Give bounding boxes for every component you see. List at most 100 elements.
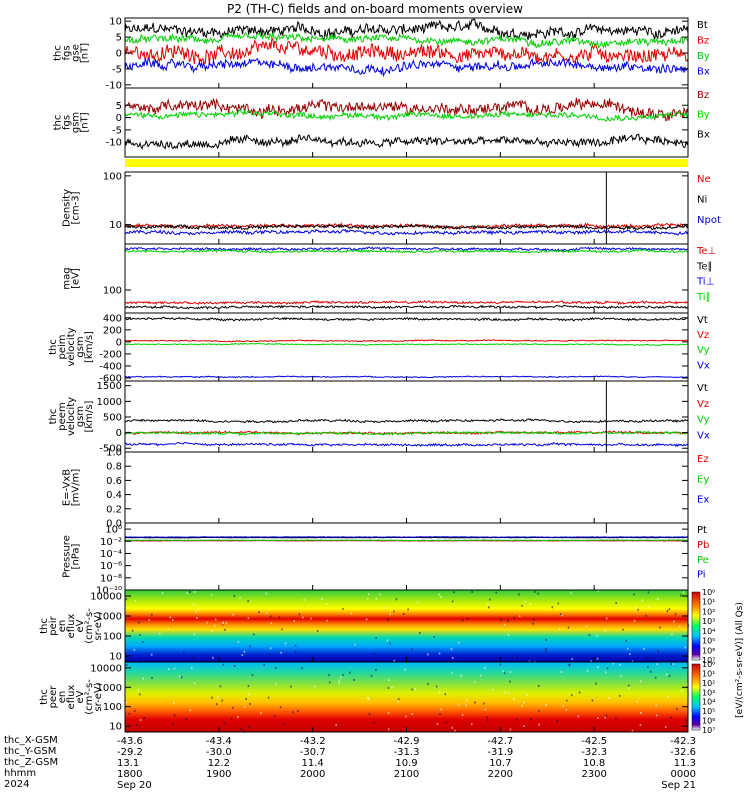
spectrogram-noise <box>219 685 222 688</box>
spectrogram-noise <box>635 606 637 609</box>
trace-peim-velocity-Vz <box>124 339 689 343</box>
y-tick-label: 5 <box>116 33 122 44</box>
spectrogram-noise <box>387 618 389 621</box>
trace-fgs-gsm-Bz <box>124 97 689 122</box>
spectrogram-noise <box>588 633 591 636</box>
y-axis-label: velocity <box>66 327 77 366</box>
y-axis-label: gse <box>71 44 82 62</box>
footer-value: 10.8 <box>583 758 605 769</box>
spectrogram-noise <box>479 674 482 677</box>
spectrogram-noise <box>633 619 636 622</box>
spectrogram-noise <box>137 689 139 692</box>
spectrogram-noise <box>560 670 563 673</box>
spectrogram-noise <box>192 603 195 606</box>
spectrogram-peir-spectrogram <box>125 590 688 662</box>
footer-value: 2100 <box>394 769 419 780</box>
spectrogram-noise <box>619 663 621 666</box>
spectrogram-noise <box>191 666 193 669</box>
spectrogram-noise <box>627 684 630 687</box>
y-tick-label: 1500 <box>97 381 122 392</box>
colorbar-tick-label: 10⁴ <box>702 698 715 707</box>
y-axis-label: [nT] <box>80 43 91 63</box>
spectrogram-noise <box>560 614 563 617</box>
spectrogram-noise <box>483 702 485 705</box>
y-axis-label: E=-VxB <box>62 469 73 506</box>
spectrogram-noise <box>474 701 476 704</box>
y-axis-label: [cm-3] <box>71 191 82 224</box>
spectrogram-noise <box>465 704 468 707</box>
spectrogram-noise <box>524 600 527 603</box>
spectrogram-noise <box>340 676 342 679</box>
trace-fgs-gsm-Bx <box>124 133 689 150</box>
colorbar-tick-label: 10⁵ <box>702 637 715 646</box>
footer-value: -42.3 <box>670 736 696 747</box>
spectrogram-noise <box>654 676 657 679</box>
footer-value: 11.4 <box>302 758 324 769</box>
y-axis-label: peim <box>57 334 68 359</box>
y-axis-label: [nT] <box>80 112 91 132</box>
spectrogram-noise <box>640 711 642 714</box>
spectrogram-noise <box>240 728 242 731</box>
spectrogram-noise <box>316 630 319 633</box>
spectrogram-noise <box>676 707 678 710</box>
panel-peer-spectrogram: 10000 1000 100 10 thcpeerenefluxeV(cm²-s-sr-… <box>39 661 689 734</box>
spectrogram-noise <box>326 619 328 622</box>
spectrogram-noise <box>597 716 599 719</box>
spectrogram-noise <box>294 644 297 647</box>
spectrogram-noise <box>185 718 188 721</box>
spectrogram-noise <box>605 714 607 717</box>
footer-value: -42.7 <box>487 736 513 747</box>
y-tick-label: 10⁻² <box>100 537 122 548</box>
y-tick-label: 0.8 <box>106 462 122 473</box>
spectrogram-noise <box>265 612 268 615</box>
spectrogram-noise <box>597 666 599 669</box>
panel-efield: 1.0 0.8 0.6 0.4 0.2 0.0 E=-VxB[mV/m] Ez Ey Ex <box>62 448 710 530</box>
spectrogram-noise <box>172 723 174 726</box>
spectrogram-noise <box>538 710 540 713</box>
spectrogram-noise <box>169 616 172 619</box>
spectrogram-noise <box>133 709 136 712</box>
spectrogram-noise <box>183 651 185 654</box>
spectrogram-noise <box>641 599 644 602</box>
spectrogram-noise <box>222 623 224 626</box>
spectrogram-noise <box>313 685 316 688</box>
y-axis-label: peir <box>48 615 59 635</box>
y-tick-label: 10 <box>109 17 122 28</box>
trace-density-Npot <box>124 228 689 236</box>
spectrogram-noise <box>370 674 373 677</box>
spectrogram-noise <box>391 686 393 689</box>
legend-Te∥: Te∥ <box>696 261 713 272</box>
y-tick-label: 1000 <box>97 612 122 623</box>
spectrogram-noise <box>244 705 246 708</box>
spectrogram-noise <box>414 688 417 691</box>
spectrogram-noise <box>366 597 369 600</box>
trace-fgs-gsm-By <box>124 108 689 122</box>
spectrogram-noise <box>388 679 390 682</box>
y-tick-label: 10 <box>109 722 122 733</box>
spectrogram-noise <box>633 593 635 596</box>
spectrogram-noise <box>655 714 658 717</box>
spectrogram-noise <box>451 657 454 660</box>
trace-fgs-gse-Bt <box>124 18 689 42</box>
spectrogram-noise <box>655 704 657 707</box>
spectrogram-noise <box>560 613 562 616</box>
spectrogram-noise <box>173 701 175 704</box>
colorbar-tick-label: 10⁷ <box>702 726 715 735</box>
spectrogram-noise <box>139 693 141 696</box>
spectrogram-noise <box>134 599 137 602</box>
footer-value: -30.0 <box>206 747 232 758</box>
spectrogram-noise <box>460 674 462 677</box>
footer-value: -29.2 <box>117 747 143 758</box>
panels-layer: 1050-5-10thcfgsgse[nT]BtBzByBx50-5-10thc… <box>39 17 745 791</box>
spectrogram-noise <box>411 688 413 691</box>
spectrogram-noise <box>465 699 468 702</box>
spectrogram-noise <box>596 657 599 660</box>
spectrogram-noise <box>405 715 407 718</box>
spectrogram-noise <box>224 628 226 631</box>
spectrogram-noise <box>620 675 622 678</box>
legend-Te⊥: Te⊥ <box>696 246 716 257</box>
spectrogram-noise <box>186 592 188 595</box>
spectrogram-noise <box>215 703 218 706</box>
footer-value: -32.3 <box>581 747 607 758</box>
